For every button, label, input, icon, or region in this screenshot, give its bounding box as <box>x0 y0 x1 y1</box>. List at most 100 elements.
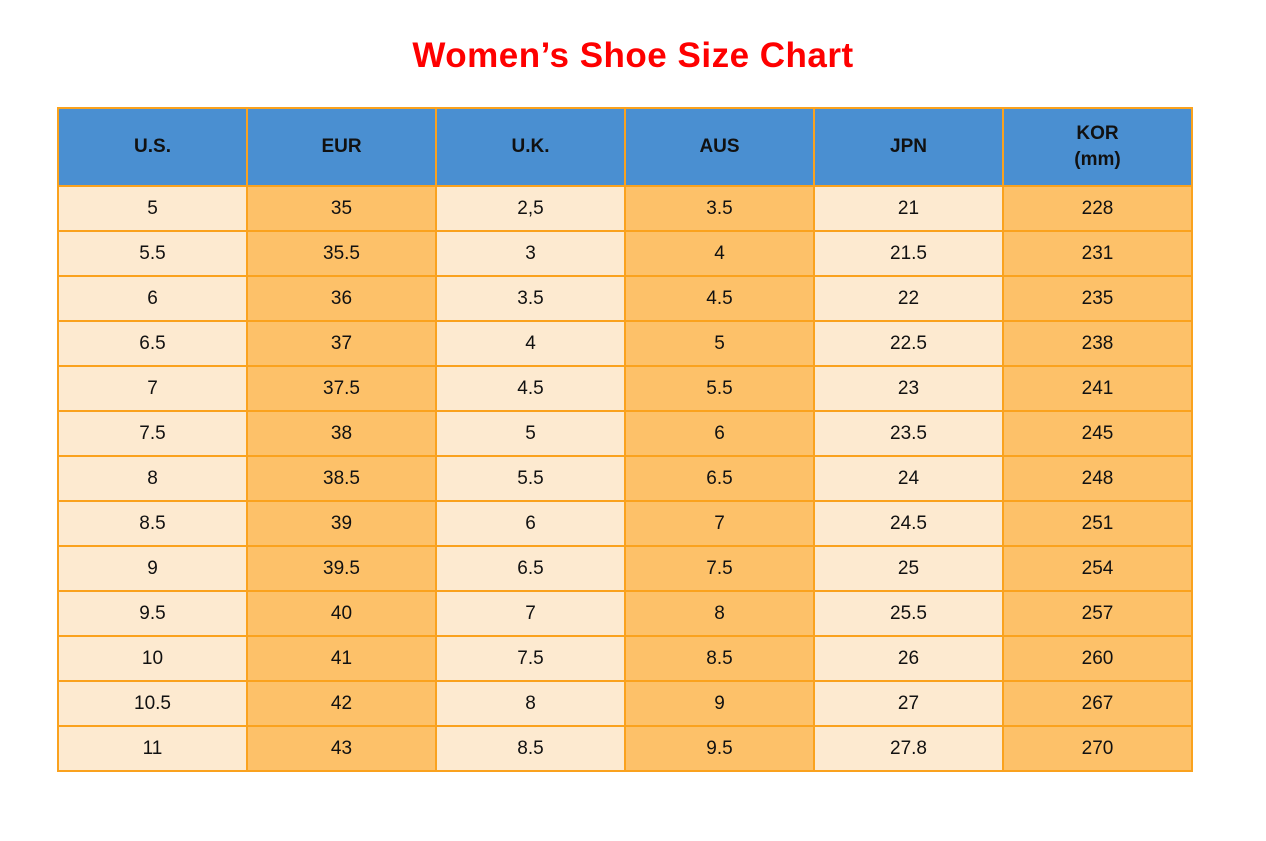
table-row: 6 36 3.5 4.5 22 235 <box>57 275 1193 322</box>
table-cell-uk: 4 <box>435 320 626 367</box>
table-cell-uk: 7.5 <box>435 635 626 682</box>
table-cell-kor: 228 <box>1002 185 1193 232</box>
table-row: 5.5 35.5 3 4 21.5 231 <box>57 230 1193 277</box>
table-cell-us: 7.5 <box>57 410 248 457</box>
table-row: 9 39.5 6.5 7.5 25 254 <box>57 545 1193 592</box>
table-cell-aus: 9.5 <box>624 725 815 772</box>
table-cell-us: 8.5 <box>57 500 248 547</box>
table-cell-kor: 270 <box>1002 725 1193 772</box>
table-cell-eur: 37.5 <box>246 365 437 412</box>
table-row: 10.5 42 8 9 27 267 <box>57 680 1193 727</box>
table-cell-kor: 260 <box>1002 635 1193 682</box>
table-cell-kor: 267 <box>1002 680 1193 727</box>
table-cell-kor: 245 <box>1002 410 1193 457</box>
table-cell-eur: 38 <box>246 410 437 457</box>
table-cell-jpn: 27 <box>813 680 1004 727</box>
table-cell-kor: 257 <box>1002 590 1193 637</box>
table-cell-eur: 35.5 <box>246 230 437 277</box>
table-cell-us: 9.5 <box>57 590 248 637</box>
table-cell-kor: 248 <box>1002 455 1193 502</box>
table-cell-us: 10 <box>57 635 248 682</box>
table-cell-aus: 6 <box>624 410 815 457</box>
table-cell-aus: 7 <box>624 500 815 547</box>
table-cell-aus: 4 <box>624 230 815 277</box>
table-cell-kor: 251 <box>1002 500 1193 547</box>
table-cell-eur: 36 <box>246 275 437 322</box>
table-cell-us: 6 <box>57 275 248 322</box>
table-cell-uk: 3.5 <box>435 275 626 322</box>
table-cell-us: 8 <box>57 455 248 502</box>
column-header-jpn: JPN <box>813 107 1004 187</box>
table-cell-aus: 8.5 <box>624 635 815 682</box>
table-cell-kor: 235 <box>1002 275 1193 322</box>
table-cell-us: 9 <box>57 545 248 592</box>
table-cell-uk: 2,5 <box>435 185 626 232</box>
table-cell-eur: 41 <box>246 635 437 682</box>
table-body: 5 35 2,5 3.5 21 228 5.5 35.5 3 4 21.5 231 6 36 3.5 4.5 2… <box>57 185 1193 772</box>
table-cell-jpn: 24.5 <box>813 500 1004 547</box>
table-cell-us: 5.5 <box>57 230 248 277</box>
table-cell-jpn: 22.5 <box>813 320 1004 367</box>
table-cell-jpn: 24 <box>813 455 1004 502</box>
table-cell-uk: 6 <box>435 500 626 547</box>
table-cell-uk: 3 <box>435 230 626 277</box>
table-cell-aus: 9 <box>624 680 815 727</box>
page-title: Women’s Shoe Size Chart <box>412 36 854 75</box>
column-header-us: U.S. <box>57 107 248 187</box>
table-cell-us: 5 <box>57 185 248 232</box>
table-cell-aus: 3.5 <box>624 185 815 232</box>
table-cell-aus: 8 <box>624 590 815 637</box>
table-cell-us: 7 <box>57 365 248 412</box>
table-cell-uk: 7 <box>435 590 626 637</box>
table-cell-uk: 8.5 <box>435 725 626 772</box>
table-cell-eur: 40 <box>246 590 437 637</box>
table-cell-eur: 42 <box>246 680 437 727</box>
table-cell-aus: 4.5 <box>624 275 815 322</box>
column-header-uk: U.K. <box>435 107 626 187</box>
table-row: 9.5 40 7 8 25.5 257 <box>57 590 1193 637</box>
column-header-aus: AUS <box>624 107 815 187</box>
table-cell-eur: 39 <box>246 500 437 547</box>
header-row: U.S. EUR U.K. AUS JPN KOR (mm) <box>57 107 1193 187</box>
table-row: 8.5 39 6 7 24.5 251 <box>57 500 1193 547</box>
table-row: 7 37.5 4.5 5.5 23 241 <box>57 365 1193 412</box>
table-cell-kor: 241 <box>1002 365 1193 412</box>
table-cell-eur: 43 <box>246 725 437 772</box>
column-header-eur: EUR <box>246 107 437 187</box>
table-row: 6.5 37 4 5 22.5 238 <box>57 320 1193 367</box>
table-cell-us: 6.5 <box>57 320 248 367</box>
table-cell-jpn: 25.5 <box>813 590 1004 637</box>
table-cell-uk: 8 <box>435 680 626 727</box>
table-cell-uk: 5.5 <box>435 455 626 502</box>
table-cell-jpn: 23 <box>813 365 1004 412</box>
column-header-kor: KOR (mm) <box>1002 107 1193 187</box>
table-row: 7.5 38 5 6 23.5 245 <box>57 410 1193 457</box>
table-row: 10 41 7.5 8.5 26 260 <box>57 635 1193 682</box>
table-cell-kor: 238 <box>1002 320 1193 367</box>
table-cell-us: 10.5 <box>57 680 248 727</box>
table-cell-jpn: 27.8 <box>813 725 1004 772</box>
table-cell-aus: 6.5 <box>624 455 815 502</box>
table-header: U.S. EUR U.K. AUS JPN KOR (mm) <box>57 107 1193 187</box>
table-cell-jpn: 25 <box>813 545 1004 592</box>
table-cell-eur: 35 <box>246 185 437 232</box>
table-cell-aus: 7.5 <box>624 545 815 592</box>
table-cell-jpn: 23.5 <box>813 410 1004 457</box>
table-cell-uk: 5 <box>435 410 626 457</box>
table-cell-eur: 39.5 <box>246 545 437 592</box>
table-cell-uk: 6.5 <box>435 545 626 592</box>
table-cell-jpn: 21 <box>813 185 1004 232</box>
table-cell-kor: 254 <box>1002 545 1193 592</box>
table-cell-kor: 231 <box>1002 230 1193 277</box>
table-cell-aus: 5 <box>624 320 815 367</box>
table-cell-eur: 37 <box>246 320 437 367</box>
table-cell-jpn: 26 <box>813 635 1004 682</box>
table-cell-uk: 4.5 <box>435 365 626 412</box>
table-row: 11 43 8.5 9.5 27.8 270 <box>57 725 1193 772</box>
table-cell-jpn: 21.5 <box>813 230 1004 277</box>
table-cell-us: 11 <box>57 725 248 772</box>
table-cell-eur: 38.5 <box>246 455 437 502</box>
shoe-size-table: U.S. EUR U.K. AUS JPN KOR (mm) 5 35 2,5 3.5 21 228… <box>57 107 1193 772</box>
table-cell-jpn: 22 <box>813 275 1004 322</box>
